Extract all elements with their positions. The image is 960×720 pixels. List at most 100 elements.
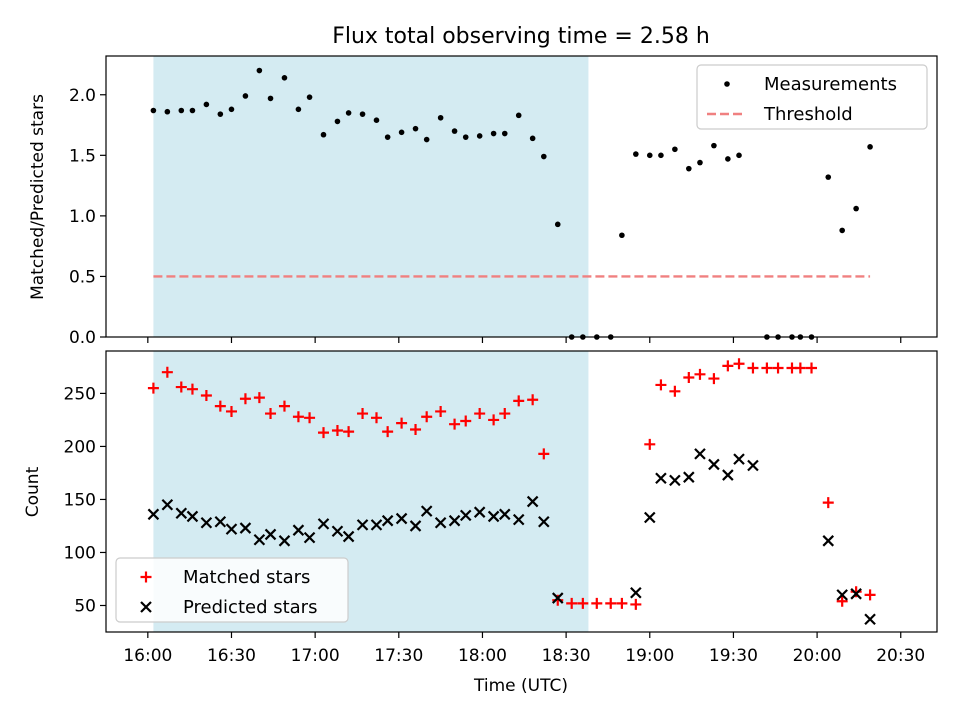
x-tick-label: 20:00 [793,646,842,666]
matched-stars-point [292,411,304,423]
measurement-point [228,106,235,113]
matched-stars-point [577,597,589,609]
matched-stars-point [214,400,226,412]
legend-dot-swatch [724,81,730,87]
measurement-point [686,165,692,172]
matched-stars-point [630,598,642,610]
legend-box [115,557,349,623]
measurement-point [423,136,430,143]
measurement-point [359,111,366,117]
matched-stars-point [694,368,706,380]
predicted-stars-point [487,510,500,523]
measurement-point [412,125,419,132]
predicted-stars-point [264,528,277,541]
axes-frame [105,55,938,338]
matched-stars-point [513,395,525,407]
y-tick-label: 0.5 [69,267,96,287]
predicted-stars-point [331,525,344,538]
axes-frame [105,350,938,633]
matched-stars-point [278,400,290,412]
measurement-point [281,75,288,81]
measurement-point [711,142,717,149]
bottom-panel: 50 100 150 200 250 16:00 16:30 17:00 17:30 18:00 1… [64,350,938,666]
measurement-point [736,152,742,159]
predicted-stars-point [512,513,525,526]
measurement-point [256,67,263,74]
measurement-point [242,93,249,99]
predicted-stars-point [420,505,433,517]
matched-stars-point [708,373,720,385]
measurement-point [697,159,703,166]
measurement-point [646,152,653,159]
x-tick-label: 16:00 [123,646,172,666]
predicted-stars-point [161,498,174,511]
matched-stars-point [836,595,848,607]
predicted-stars-point [538,515,550,528]
matched-stars-point [382,426,394,438]
predicted-stars-point [836,589,848,601]
predicted-stars-point [683,471,695,483]
measurement-point [150,107,157,114]
legend-label: Matched stars [183,567,310,588]
matched-stars-point [747,362,759,374]
matched-stars-point [357,408,369,420]
measurement-point [672,146,678,153]
y-tick-label: 1.0 [69,207,96,227]
predicted-stars-point [239,522,252,534]
matched-stars-point [616,597,628,609]
measurement-point [384,134,391,140]
matched-stars-point [850,586,862,598]
predicted-stars-point [459,509,472,522]
measurement-point [501,130,508,137]
measurement-point [867,144,873,150]
measurement-point [462,134,469,140]
y-tick-label: 200 [64,437,96,457]
matched-stars-point [175,381,187,393]
y-tick-label: 150 [64,490,96,510]
top-panel-y-axis-label: Matched/Predicted stars [28,94,48,300]
predicted-stars-point [722,469,734,481]
measurement-point [178,107,185,114]
measurement-point [490,130,497,137]
predicted-stars-point [655,472,667,485]
predicted-stars-point [708,458,720,471]
y-tick-label: 2.0 [69,86,96,106]
predicted-stars-point [303,531,316,544]
predicted-stars-point [292,524,305,536]
predicted-stars-point [864,613,876,626]
x-tick-label: 17:00 [291,646,340,666]
legend-box [696,64,928,130]
measurement-point [633,151,639,157]
measurement-point [725,156,731,162]
top-panel: 0.0 0.5 1.0 1.5 2.0 Measurements Threshold [69,55,938,348]
measurement-point [320,131,327,138]
legend-label: Measurements [764,74,897,95]
measurement-point [189,107,196,114]
matched-stars-point [265,408,277,420]
legend-label: Threshold [763,104,853,125]
predicted-stars-point [694,448,706,460]
measurement-point [345,110,352,116]
x-tick-label: 20:30 [876,646,925,666]
measurement-point [451,128,458,134]
matched-stars-point [147,382,159,394]
shaded-observing-span [153,56,589,337]
y-tick-label: 100 [64,543,96,563]
y-tick-label: 1.5 [69,146,96,166]
measurement-point [476,133,483,139]
predicted-stars-point [186,510,199,523]
predicted-stars-point [669,474,681,487]
matched-stars-point [343,426,355,438]
matched-stars-point [331,425,343,437]
measurement-point [554,221,561,228]
matched-stars-point [225,405,237,417]
matched-stars-point [605,597,617,609]
measurement-point [295,106,302,113]
x-tick-label: 18:00 [458,646,507,666]
measurement-point [825,174,832,180]
matched-stars-point [538,448,550,460]
predicted-stars-point [473,506,486,518]
matched-stars-point [822,497,834,509]
y-tick-label: 50 [74,596,96,616]
